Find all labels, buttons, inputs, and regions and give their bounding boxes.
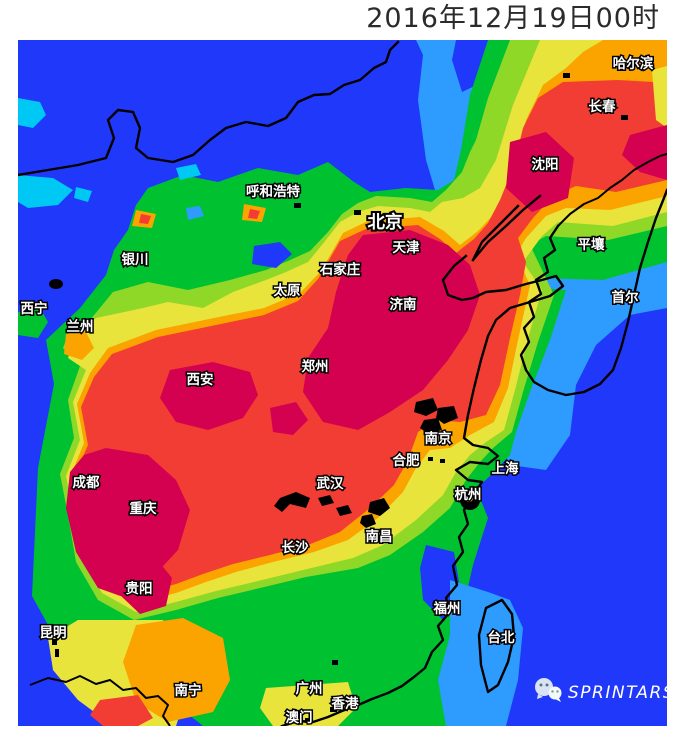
city-label: 武汉 [317,475,344,492]
city-label: 贵阳 [126,580,153,597]
city-label: 济南 [390,296,417,313]
core-xian-2 [270,402,308,435]
city-label: 郑州 [302,358,329,375]
coast-liaodong [471,194,542,262]
city-label: 银川 [122,251,149,268]
core-guiyang [120,558,172,614]
city-label: 昆明 [40,625,67,641]
city-label: 上海 [492,460,520,477]
taiwan-island [477,598,516,694]
border-mongolia [18,40,400,177]
city-label: 太原 [274,282,301,299]
aerosol-map: 哈尔滨长春沈阳呼和浩特北京天津 平壤银川石家庄太原西宁兰州 济南 首尔西安 郑州南京 合肥… [18,40,667,726]
wechat-icon [535,678,562,702]
core-ne-edge [622,125,667,180]
city-label: 福州 [433,600,461,617]
city-label: 沈阳 [532,156,559,173]
border-yalu [557,153,667,227]
city-label: 呼和浩特 [246,183,300,200]
city-label: 重庆 [130,500,157,517]
coastlines-borders [18,40,667,726]
city-label: 西宁 [21,300,48,317]
city-label: 西安 [187,371,214,388]
city-label: 长沙 [282,539,309,556]
city-label: 合肥 [393,452,420,469]
city-label: 台北 [488,629,516,646]
city-label: 杭州 [455,486,482,503]
city-label: 哈尔滨 [613,55,654,72]
band-yellow-ne-strip [652,66,667,128]
city-label: 广州 [296,680,323,697]
city-label: 南京 [425,430,452,447]
city-label: 澳门 [286,709,313,726]
city-label: 香港 [331,695,359,712]
city-label: 平壤 [578,236,606,253]
city-label: 长春 [589,98,617,115]
city-label: 兰州 [67,318,94,335]
core-xian [160,362,258,430]
city-label: 成都 [73,474,100,491]
border-vietnam [29,675,171,726]
city-label: 北京 [368,212,403,233]
watermark-text: SPRINTARS [568,683,667,703]
core-sichuan [66,448,190,598]
coast-bohai-east [280,254,565,726]
core-shenyang [506,132,574,212]
lakes [49,279,480,528]
city-label: 首尔 [612,289,640,306]
core-north-china [303,230,480,430]
city-label: 天津 [393,239,420,256]
page-title: 2016年12月19日00时 [366,3,660,34]
local-patches [48,164,523,726]
city-markers [52,73,628,723]
city-label: 南宁 [175,682,202,699]
coast-korea [519,188,667,397]
city-label: 石家庄 [319,261,361,278]
sprintars-watermark: SPRINTARS [535,678,667,703]
city-label: 南昌 [366,528,393,545]
